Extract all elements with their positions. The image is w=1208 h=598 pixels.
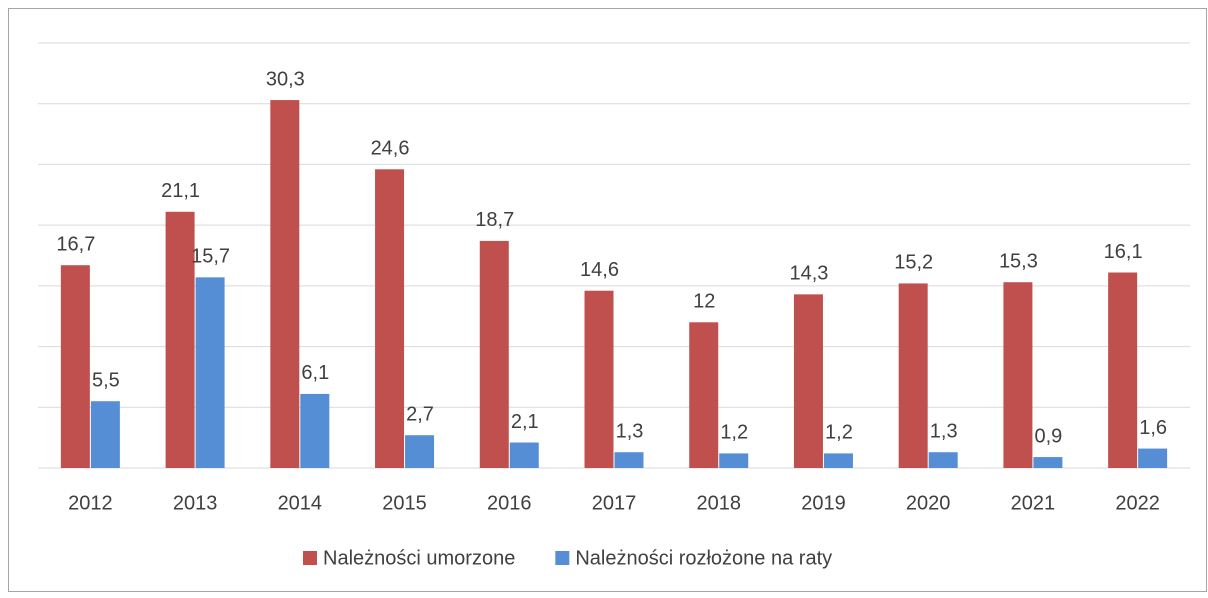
- bar: [375, 169, 405, 469]
- bar: [928, 452, 958, 468]
- bar: [1108, 272, 1138, 468]
- bar: [719, 453, 749, 468]
- bar: [165, 211, 195, 469]
- data-label: 15,7: [191, 246, 230, 268]
- data-label: 1,2: [825, 422, 853, 444]
- bar: [270, 100, 300, 469]
- x-tick-label: 2013: [173, 492, 218, 514]
- data-label: 24,6: [371, 138, 410, 160]
- bar: [1003, 282, 1033, 468]
- x-tick-label: 2012: [68, 492, 113, 514]
- data-label: 14,3: [789, 263, 828, 285]
- data-label: 1,2: [720, 422, 748, 444]
- bar: [1138, 448, 1168, 468]
- data-label: 21,1: [161, 180, 200, 202]
- data-label: 5,5: [92, 369, 120, 391]
- bar: [479, 240, 509, 468]
- bar: [823, 453, 853, 468]
- data-label: 15,3: [999, 250, 1038, 272]
- legend-swatch: [303, 551, 317, 565]
- data-label: 18,7: [475, 209, 514, 231]
- bar: [793, 294, 823, 468]
- bar: [509, 442, 539, 468]
- bar: [195, 277, 225, 468]
- bar: [689, 322, 719, 468]
- x-tick-label: 2022: [1115, 492, 1160, 514]
- data-label: 30,3: [266, 68, 305, 90]
- bar: [584, 290, 614, 468]
- bar: [60, 265, 90, 468]
- bar: [614, 452, 644, 468]
- x-tick-label: 2020: [906, 492, 951, 514]
- x-tick-label: 2017: [592, 492, 637, 514]
- data-label: 6,1: [301, 362, 329, 384]
- data-label: 12: [693, 291, 715, 313]
- x-tick-label: 2019: [801, 492, 846, 514]
- data-label: 1,6: [1139, 417, 1167, 439]
- data-label: 2,1: [511, 411, 539, 433]
- x-tick-label: 2021: [1011, 492, 1056, 514]
- data-label: 15,2: [894, 252, 933, 274]
- x-tick-label: 2015: [382, 492, 427, 514]
- data-label: 0,9: [1035, 425, 1063, 447]
- data-label: 16,1: [1104, 241, 1143, 263]
- data-label: 16,7: [56, 233, 95, 255]
- data-label: 1,3: [616, 420, 644, 442]
- bar: [90, 401, 120, 468]
- bar: [1033, 457, 1063, 468]
- data-label: 1,3: [930, 420, 958, 442]
- legend-swatch: [555, 551, 570, 565]
- bar: [898, 283, 928, 468]
- data-label: 2,7: [406, 403, 434, 425]
- bar: [405, 435, 435, 468]
- data-label: 14,6: [580, 259, 619, 281]
- x-tick-label: 2016: [487, 492, 532, 514]
- legend-label: Należności rozłożone na raty: [575, 547, 832, 569]
- x-tick-label: 2018: [696, 492, 741, 514]
- legend-label: Należności umorzone: [323, 547, 515, 569]
- x-tick-label: 2014: [278, 492, 323, 514]
- bar: [300, 393, 330, 468]
